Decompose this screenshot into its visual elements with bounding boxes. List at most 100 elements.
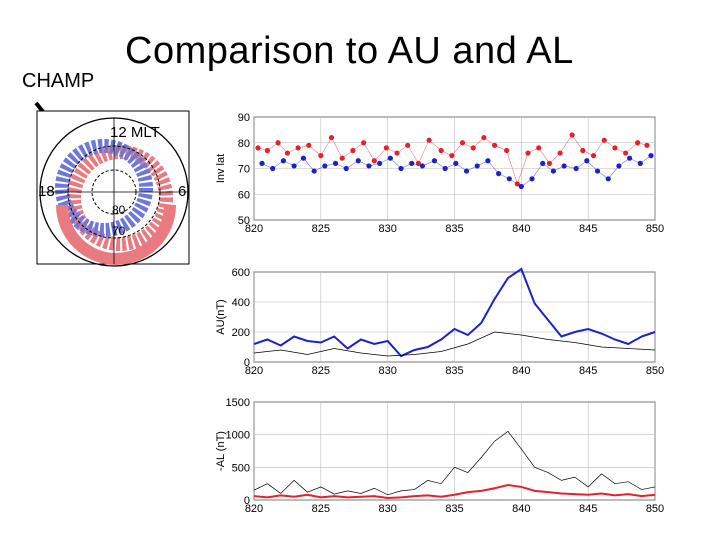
dial-top-label: 12 MLT: [110, 124, 160, 141]
data-point-blue: [463, 168, 470, 174]
y-tick-label: 0: [244, 357, 250, 369]
data-point-red: [426, 137, 432, 143]
data-point-red: [306, 142, 312, 148]
x-tick-label: 835: [445, 223, 463, 235]
data-point-red: [328, 135, 335, 141]
series-line-black: [253, 430, 656, 496]
data-point-red: [557, 150, 563, 156]
data-point-red: [383, 145, 389, 151]
x-tick-label: 825: [312, 503, 330, 515]
data-point-red: [275, 140, 281, 146]
data-point-blue: [474, 163, 480, 169]
data-point-red: [284, 150, 291, 156]
data-point-red: [536, 145, 542, 151]
data-point-blue: [332, 160, 339, 166]
chart-panel-2: 820 825 830 835 840 845 850 0 200 400 600 AU(nT): [215, 267, 664, 377]
data-point-blue: [518, 183, 524, 190]
x-tick-label: 820: [245, 223, 263, 235]
data-point-blue: [442, 165, 448, 172]
data-point-red: [504, 147, 510, 154]
data-point-blue: [648, 153, 654, 159]
data-point-red: [622, 150, 629, 156]
data-point-blue: [529, 176, 535, 182]
data-point-blue: [637, 160, 643, 166]
dial-blue-band: [55, 139, 153, 237]
dial-red-band: [67, 145, 173, 251]
data-point-red: [481, 135, 487, 141]
data-point-blue: [605, 176, 611, 182]
data-point-blue: [419, 163, 426, 169]
y-tick-label: 600: [232, 267, 250, 279]
data-point-blue: [506, 176, 512, 182]
dial-70-label: 70: [112, 224, 126, 238]
data-point-blue: [387, 155, 393, 161]
page-title: Comparison to AU and AL: [125, 30, 574, 72]
data-point-red: [580, 147, 586, 154]
data-point-red: [569, 132, 575, 138]
data-point-red: [361, 140, 367, 146]
data-point-red: [371, 158, 377, 164]
x-tick-label: 830: [378, 503, 396, 515]
x-tick-label: 850: [646, 365, 664, 377]
series-line-blue: [261, 155, 652, 187]
data-point-blue: [398, 165, 404, 172]
data-point-red: [644, 142, 650, 148]
data-point-red: [339, 155, 345, 161]
x-tick-label: 845: [579, 365, 597, 377]
dial-left-label: 18: [38, 183, 55, 200]
data-point-red: [470, 145, 476, 151]
series-line-red: [253, 483, 656, 500]
y-axis-label: Inv lat: [215, 154, 227, 183]
data-point-blue: [540, 160, 546, 166]
dial-right-label: 6: [178, 183, 186, 200]
y-tick-label: 500: [232, 462, 250, 474]
x-tick-label: 820: [245, 365, 263, 377]
x-tick-label: 850: [646, 223, 664, 235]
x-tick-label: 845: [579, 223, 597, 235]
data-point-red: [405, 142, 411, 148]
data-point-blue: [550, 168, 557, 174]
chart-panel-3: 820 825 830 835 840 845 850 0 500 1000 1500 -AL (nT…: [215, 397, 664, 515]
data-point-blue: [259, 160, 265, 166]
data-point-red: [449, 153, 455, 159]
y-tick-label: 90: [238, 112, 250, 124]
y-tick-label: 0: [244, 495, 250, 507]
x-tick-label: 840: [512, 223, 530, 235]
x-tick-label: 835: [445, 365, 463, 377]
series-line-black: [253, 331, 656, 357]
data-point-blue: [322, 163, 328, 169]
x-tick-label: 830: [378, 365, 396, 377]
data-point-red: [438, 147, 444, 154]
data-point-red: [590, 153, 597, 159]
data-point-blue: [485, 158, 491, 164]
data-point-blue: [366, 163, 372, 169]
x-tick-label: 825: [312, 223, 330, 235]
data-point-red: [525, 150, 531, 156]
data-point-blue: [355, 158, 361, 164]
data-point-blue: [280, 158, 287, 164]
data-point-red: [492, 142, 498, 148]
data-point-blue: [616, 163, 622, 169]
data-point-blue: [377, 160, 383, 166]
data-point-blue: [573, 165, 579, 172]
x-tick-label: 830: [378, 223, 396, 235]
y-tick-label: 400: [232, 297, 250, 309]
data-point-blue: [496, 171, 502, 177]
data-point-blue: [584, 158, 590, 164]
x-tick-label: 820: [245, 503, 263, 515]
data-point-blue: [627, 155, 633, 161]
y-axis-label: -AL (nT): [215, 431, 227, 471]
y-tick-label: 50: [238, 215, 250, 227]
data-point-blue: [300, 155, 307, 161]
y-tick-label: 1500: [226, 397, 250, 409]
data-point-blue: [270, 165, 276, 172]
x-tick-label: 840: [512, 365, 530, 377]
data-point-red: [394, 150, 400, 156]
data-point-blue: [409, 160, 415, 166]
y-axis-label: AU(nT): [215, 299, 227, 334]
chart-panel-1: 820 825 830 835 840 845 850 50 60 70 80 90 Inv lat: [215, 112, 664, 235]
y-tick-label: 70: [238, 164, 250, 176]
data-point-red: [255, 145, 261, 151]
